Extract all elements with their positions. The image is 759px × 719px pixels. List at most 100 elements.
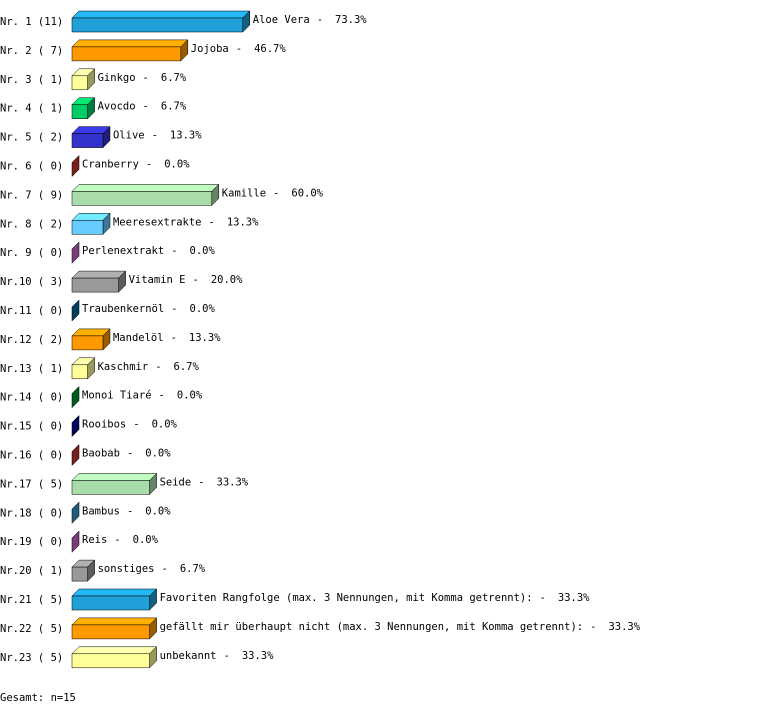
bar: [71, 386, 80, 409]
bar: [71, 443, 80, 467]
bar-top: [71, 270, 127, 279]
row-label: Nr.16 ( 0): [0, 450, 63, 462]
value-label: 33.3%: [558, 592, 590, 604]
separator: -: [133, 419, 139, 431]
bar-top: [71, 184, 220, 192]
bar-front: [71, 104, 88, 119]
bar: [71, 414, 80, 438]
bar: [71, 559, 96, 582]
bar: [71, 154, 80, 178]
row-label: Nr.12 ( 2): [0, 334, 63, 346]
separator: -: [171, 303, 177, 315]
value-label: 6.7%: [161, 72, 187, 84]
bar: [71, 39, 189, 62]
value-label: 6.7%: [174, 361, 200, 373]
separator: -: [171, 245, 177, 257]
separator: -: [236, 43, 242, 55]
value-label: 0.0%: [133, 534, 159, 546]
separator: -: [127, 505, 133, 517]
row-label: Nr.14 ( 0): [0, 392, 63, 404]
value-label: 6.7%: [161, 101, 187, 113]
separator: -: [590, 621, 596, 633]
row-label: Nr. 4 ( 1): [0, 103, 63, 115]
row-label: Nr. 3 ( 1): [0, 74, 63, 86]
row-label: Nr. 6 ( 0): [0, 161, 63, 173]
row-label: Nr.18 ( 0): [0, 507, 63, 519]
category-label: Aloe Vera: [253, 14, 310, 26]
value-label: 33.3%: [608, 621, 640, 633]
bar-front: [71, 566, 88, 582]
value-label: 0.0%: [152, 419, 178, 431]
value-label: 0.0%: [190, 303, 216, 315]
separator: -: [127, 448, 133, 460]
bar: [71, 241, 80, 264]
separator: -: [146, 159, 152, 171]
bar-side: [71, 299, 80, 322]
row-label: Nr.17 ( 5): [0, 478, 63, 490]
value-label: 33.3%: [217, 476, 249, 488]
row-label: Nr.13 ( 1): [0, 363, 63, 375]
bar-side: [71, 414, 80, 438]
category-label: Avocdo: [98, 101, 136, 113]
bar-front: [71, 480, 150, 495]
bar-side: [71, 241, 80, 264]
bar-top: [71, 646, 158, 655]
bar-front: [71, 17, 244, 33]
category-label: Mandelöl: [113, 332, 164, 344]
row-label: Nr.11 ( 0): [0, 305, 63, 317]
separator: -: [143, 72, 149, 84]
bar: [71, 501, 80, 524]
separator: -: [162, 563, 168, 575]
category-label: Bambus: [82, 505, 120, 517]
value-label: 6.7%: [180, 563, 206, 575]
separator: -: [155, 361, 161, 373]
value-label: 60.0%: [291, 187, 323, 199]
bar: [71, 588, 158, 611]
category-label: unbekannt: [160, 650, 217, 662]
separator: -: [159, 390, 165, 402]
category-label: Favoriten Rangfolge (max. 3 Nennungen, m…: [160, 592, 533, 604]
bar-front: [71, 133, 104, 148]
row-label: Nr.22 ( 5): [0, 623, 63, 635]
row-label: Nr. 2 ( 7): [0, 45, 63, 57]
row-label: Nr. 7 ( 9): [0, 189, 63, 201]
separator: -: [193, 274, 199, 286]
bar: [71, 212, 111, 235]
separator: -: [209, 216, 215, 228]
value-label: 33.3%: [242, 650, 274, 662]
category-label: Vitamin E: [129, 274, 186, 286]
bar-front: [71, 220, 104, 235]
value-label: 0.0%: [164, 159, 190, 171]
row-label: Nr.21 ( 5): [0, 594, 63, 606]
row-label: Nr. 1 (11): [0, 16, 63, 28]
category-label: Jojoba: [191, 43, 229, 55]
value-label: 46.7%: [254, 43, 286, 55]
value-label: 20.0%: [211, 274, 243, 286]
value-label: 13.3%: [189, 332, 221, 344]
separator: -: [273, 187, 279, 199]
row-label: Nr.20 ( 1): [0, 565, 63, 577]
row-label: Nr.15 ( 0): [0, 421, 63, 433]
category-label: Meeresextrakte: [113, 216, 202, 228]
separator: -: [198, 476, 204, 488]
separator: -: [317, 14, 323, 26]
category-label: Monoi Tiaré: [82, 390, 152, 402]
bar-front: [71, 277, 119, 293]
value-label: 0.0%: [145, 505, 171, 517]
bar: [71, 646, 158, 669]
separator: -: [143, 101, 149, 113]
category-label: Traubenkernöl: [82, 303, 164, 315]
bar-side: [71, 530, 80, 553]
bar: [71, 472, 158, 496]
bar-front: [71, 46, 182, 62]
category-label: Olive: [113, 130, 145, 142]
category-label: Perlenextrakt: [82, 245, 164, 257]
category-label: Ginkgo: [98, 72, 136, 84]
bar-front: [71, 653, 150, 669]
bar-front: [71, 624, 150, 640]
bar-side: [71, 501, 80, 524]
bar: [71, 617, 158, 640]
bar: [71, 357, 96, 380]
